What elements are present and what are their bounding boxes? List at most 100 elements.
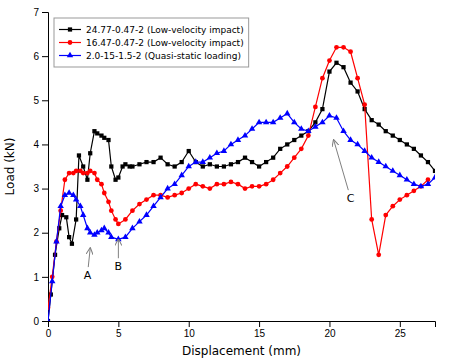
series-marker (383, 163, 389, 169)
x-axis-tick-mark (400, 321, 401, 327)
annotation-arrow (334, 140, 349, 190)
series-marker (158, 156, 162, 160)
y-axis-tick-mark (42, 56, 48, 57)
y-axis: 01234567 (33, 7, 48, 327)
legend-marker (67, 52, 73, 58)
series-marker (137, 162, 141, 166)
y-axis-tick-mark (42, 189, 48, 190)
series-marker (143, 211, 149, 217)
series-marker (74, 169, 79, 174)
series-marker (271, 177, 276, 182)
series (48, 61, 435, 321)
series-marker (116, 221, 121, 226)
series-marker (299, 146, 304, 151)
x-axis: 0510152025 (46, 321, 436, 339)
series-marker (277, 114, 283, 120)
series-marker (151, 193, 156, 198)
y-axis-tick-mark (42, 100, 48, 101)
series-marker (66, 189, 72, 195)
series-marker (236, 182, 241, 187)
y-axis-title: Load (kN) (3, 138, 17, 196)
series-marker (341, 65, 345, 69)
y-axis-tick-mark (42, 321, 48, 322)
series-marker (165, 162, 169, 166)
series-marker (298, 125, 304, 131)
x-axis-tick-label: 15 (254, 328, 266, 339)
series-marker (214, 182, 219, 187)
x-axis-title: Displacement (mm) (182, 344, 301, 358)
series-marker (48, 317, 51, 321)
series-marker (320, 76, 325, 81)
y-axis-tick-mark (42, 144, 48, 145)
series-marker (404, 193, 409, 198)
series-marker (299, 133, 303, 137)
x-axis-tick: 15 (254, 321, 266, 339)
series-marker (384, 129, 388, 133)
series-marker (193, 182, 198, 187)
series-marker (256, 119, 262, 125)
legend-item: 2.0-15-1.5-2 (Quasi-static loading) (59, 51, 241, 61)
x-axis-tick-label: 25 (395, 328, 407, 339)
series-marker (319, 119, 325, 125)
series-marker (292, 138, 296, 142)
series-marker (370, 118, 374, 122)
series-marker (355, 89, 359, 93)
series-marker (81, 171, 86, 176)
legend-label: 2.0-15-1.5-2 (Quasi-static loading) (86, 51, 241, 61)
legend-item: 24.77-0.47-2 (Low-velocity impact) (59, 25, 244, 35)
series-marker (340, 127, 346, 133)
y-axis-tick: 0 (33, 316, 48, 327)
y-axis-tick: 3 (33, 183, 48, 194)
y-axis-tick-mark (42, 233, 48, 234)
series-marker (278, 147, 282, 151)
series-marker (397, 172, 403, 178)
legend-label: 16.47-0.47-2 (Low-velocity impact) (86, 38, 244, 48)
series-marker (207, 186, 212, 191)
y-axis-tick-label: 1 (33, 272, 39, 283)
series-marker (214, 150, 220, 156)
series-marker (312, 123, 318, 129)
series-line (48, 47, 428, 307)
y-axis-tick: 1 (33, 272, 48, 283)
series-marker (179, 191, 184, 196)
series-marker (88, 151, 92, 155)
series-marker (207, 154, 213, 160)
series-marker (129, 225, 135, 231)
series-marker (193, 158, 199, 164)
legend-item: 16.47-0.47-2 (Low-velocity impact) (59, 38, 244, 48)
series-marker (341, 45, 346, 50)
series-marker (292, 155, 297, 160)
y-axis-tick-label: 4 (33, 139, 39, 150)
series-marker (106, 199, 111, 204)
series-marker (326, 112, 332, 118)
series-marker (64, 215, 68, 219)
y-axis-tick-label: 5 (33, 95, 39, 106)
series-marker (201, 164, 205, 168)
series-marker (264, 160, 268, 164)
series-line (48, 114, 435, 321)
x-axis-tick-mark (118, 321, 119, 327)
series-marker (62, 177, 67, 182)
series-marker (113, 217, 118, 222)
series-marker (320, 107, 324, 111)
y-axis-tick-label: 2 (33, 227, 39, 238)
series-marker (106, 138, 110, 142)
series-marker (178, 172, 184, 178)
series-marker (347, 136, 353, 142)
series-marker (354, 141, 360, 147)
legend: 24.77-0.47-2 (Low-velocity impact) 16.47-… (54, 18, 249, 67)
series-marker (102, 136, 106, 140)
series-marker (180, 160, 184, 164)
legend-marker (68, 40, 73, 45)
series-marker (228, 141, 234, 147)
series-marker (263, 119, 269, 125)
series-marker (236, 160, 240, 164)
series-marker (425, 180, 431, 186)
series-marker (327, 58, 332, 63)
series-marker (368, 154, 374, 160)
series-marker (270, 119, 276, 125)
y-axis-tick-mark (42, 12, 48, 13)
series-marker (122, 233, 128, 239)
series-marker (95, 131, 99, 135)
series-marker (165, 195, 170, 200)
